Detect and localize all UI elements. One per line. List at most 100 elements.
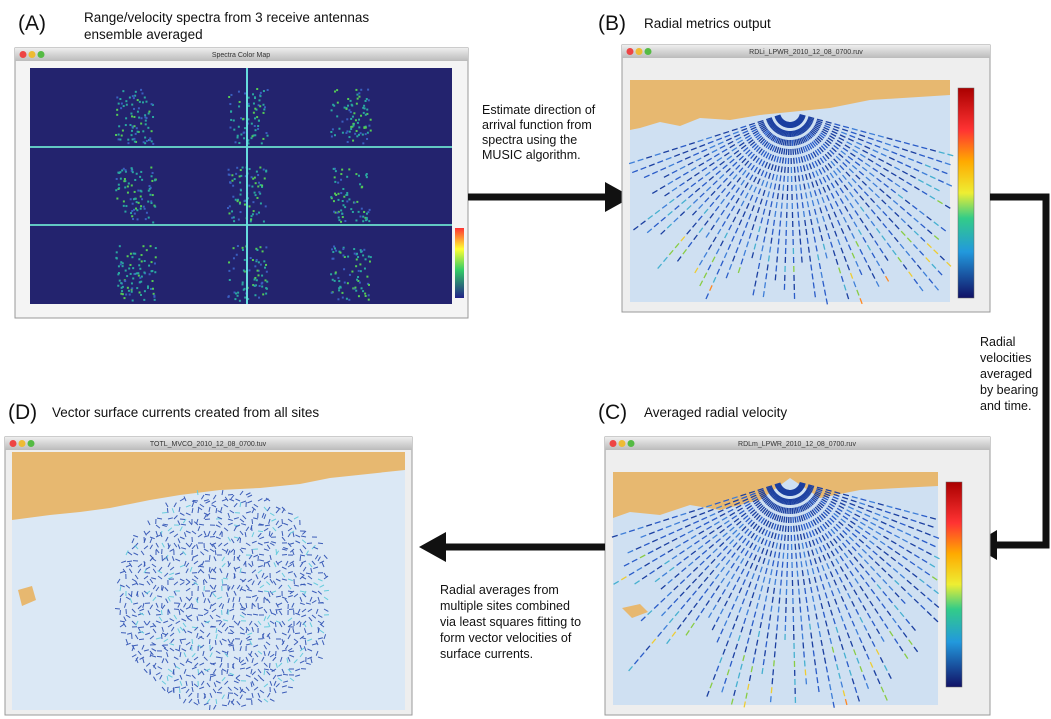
- decoration: [127, 561, 132, 562]
- decoration: [148, 190, 150, 192]
- decoration: [808, 247, 809, 253]
- decoration: [365, 114, 367, 116]
- decoration: [357, 256, 359, 258]
- decoration: [238, 219, 240, 221]
- decoration: [360, 251, 362, 253]
- decoration: [132, 126, 134, 128]
- decoration: [238, 105, 240, 107]
- decoration: [251, 135, 253, 137]
- decoration: [331, 109, 333, 111]
- decoration: [149, 194, 151, 196]
- decoration: [347, 98, 349, 100]
- decoration: [131, 282, 133, 284]
- decoration: [338, 216, 340, 218]
- decoration: [259, 246, 261, 248]
- decoration: [123, 105, 125, 107]
- decoration: [252, 519, 253, 524]
- decoration: [228, 261, 230, 263]
- decoration: [254, 117, 256, 119]
- decoration: [331, 248, 333, 250]
- decoration: [250, 219, 252, 221]
- decoration: [231, 210, 233, 212]
- decoration: [132, 95, 134, 97]
- decoration: [242, 167, 244, 169]
- decoration: [120, 282, 122, 284]
- window-title: RDLm_LPWR_2010_12_08_0700.ruv: [738, 441, 856, 448]
- decoration: [343, 204, 345, 206]
- decoration: [144, 290, 146, 292]
- decoration: [342, 248, 344, 250]
- decoration: [266, 281, 268, 283]
- decoration: [255, 129, 257, 131]
- decoration: [337, 277, 339, 279]
- decoration: [807, 606, 808, 612]
- decoration: [122, 293, 124, 295]
- decoration: [244, 297, 246, 299]
- decoration: [139, 101, 141, 103]
- decoration: [253, 210, 255, 212]
- decoration: [124, 280, 126, 282]
- decoration: [128, 290, 130, 292]
- decoration: [258, 182, 260, 184]
- decoration: [783, 526, 784, 532]
- window-title: Spectra Color Map: [212, 52, 270, 59]
- decoration: [780, 543, 781, 549]
- decoration: [336, 89, 338, 91]
- decoration: [341, 292, 343, 294]
- decoration: [811, 633, 812, 639]
- panel-caption: Vector surface currents created from all…: [52, 405, 319, 420]
- decoration: [155, 247, 157, 249]
- decoration: [260, 202, 262, 204]
- decoration: [347, 105, 349, 107]
- decoration: [124, 186, 126, 188]
- decoration: [117, 285, 119, 287]
- decoration: [233, 257, 235, 259]
- decoration: [340, 173, 342, 175]
- decoration: [778, 615, 779, 621]
- decoration: [137, 99, 139, 101]
- decoration: [252, 201, 254, 203]
- decoration: [129, 264, 131, 266]
- decoration: [357, 276, 359, 278]
- panel-caption: Radial metrics output: [644, 16, 771, 31]
- decoration: [232, 185, 234, 187]
- decoration: [161, 634, 162, 639]
- decoration: [151, 180, 153, 182]
- decoration: [355, 265, 357, 267]
- decoration: [259, 105, 261, 107]
- decoration: [140, 190, 142, 192]
- decoration: [364, 268, 366, 270]
- decoration: [151, 103, 153, 105]
- decoration: [181, 524, 186, 525]
- decoration: [356, 253, 358, 255]
- decoration: [248, 105, 250, 107]
- decoration: [134, 213, 136, 215]
- decoration: [256, 213, 258, 215]
- decoration: [333, 246, 335, 248]
- decoration: [357, 122, 359, 124]
- decoration: [152, 221, 154, 223]
- decoration: [126, 275, 128, 277]
- decoration: [118, 103, 120, 105]
- decoration: [258, 191, 260, 193]
- step-line: via least squares fitting to: [440, 615, 581, 629]
- decoration: [121, 290, 123, 292]
- decoration: [149, 185, 151, 187]
- decoration: [801, 561, 802, 567]
- decoration: [228, 633, 233, 634]
- decoration: [359, 263, 361, 265]
- decoration: [332, 251, 334, 253]
- decoration: [353, 248, 355, 250]
- decoration: [810, 256, 811, 262]
- decoration: [127, 287, 129, 289]
- decoration: [360, 270, 362, 272]
- decoration: [352, 211, 354, 213]
- decoration: [134, 125, 136, 127]
- decoration: [763, 659, 764, 665]
- decoration: [340, 192, 342, 194]
- decoration: [767, 264, 768, 270]
- decoration: [355, 173, 357, 175]
- decoration: [230, 119, 232, 121]
- decoration: [152, 116, 154, 118]
- decoration: [152, 280, 154, 282]
